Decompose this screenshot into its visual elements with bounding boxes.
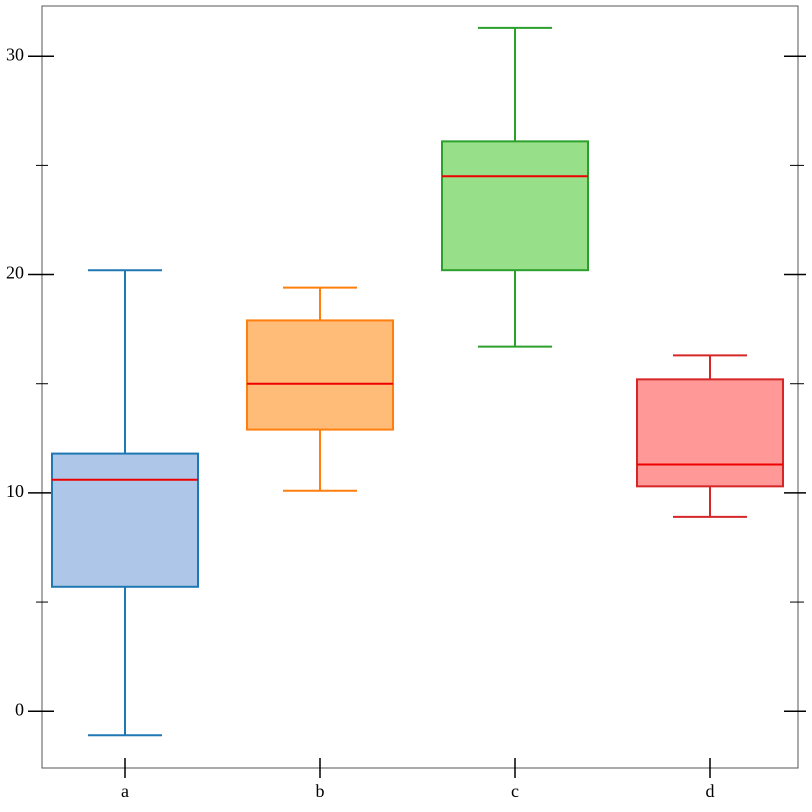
box (246, 319, 394, 431)
y-tick-label: 10 (6, 481, 24, 501)
x-tick-label: a (121, 781, 129, 801)
box (51, 452, 199, 588)
y-tick-label: 0 (15, 699, 24, 719)
box (636, 378, 784, 488)
y-tick-label: 30 (6, 44, 24, 64)
plot-frame (41, 5, 799, 769)
x-tick-label: c (511, 781, 519, 801)
x-tick-label: b (316, 781, 325, 801)
x-tick-label: d (706, 781, 715, 801)
box (441, 140, 589, 272)
y-tick-label: 20 (6, 263, 24, 283)
